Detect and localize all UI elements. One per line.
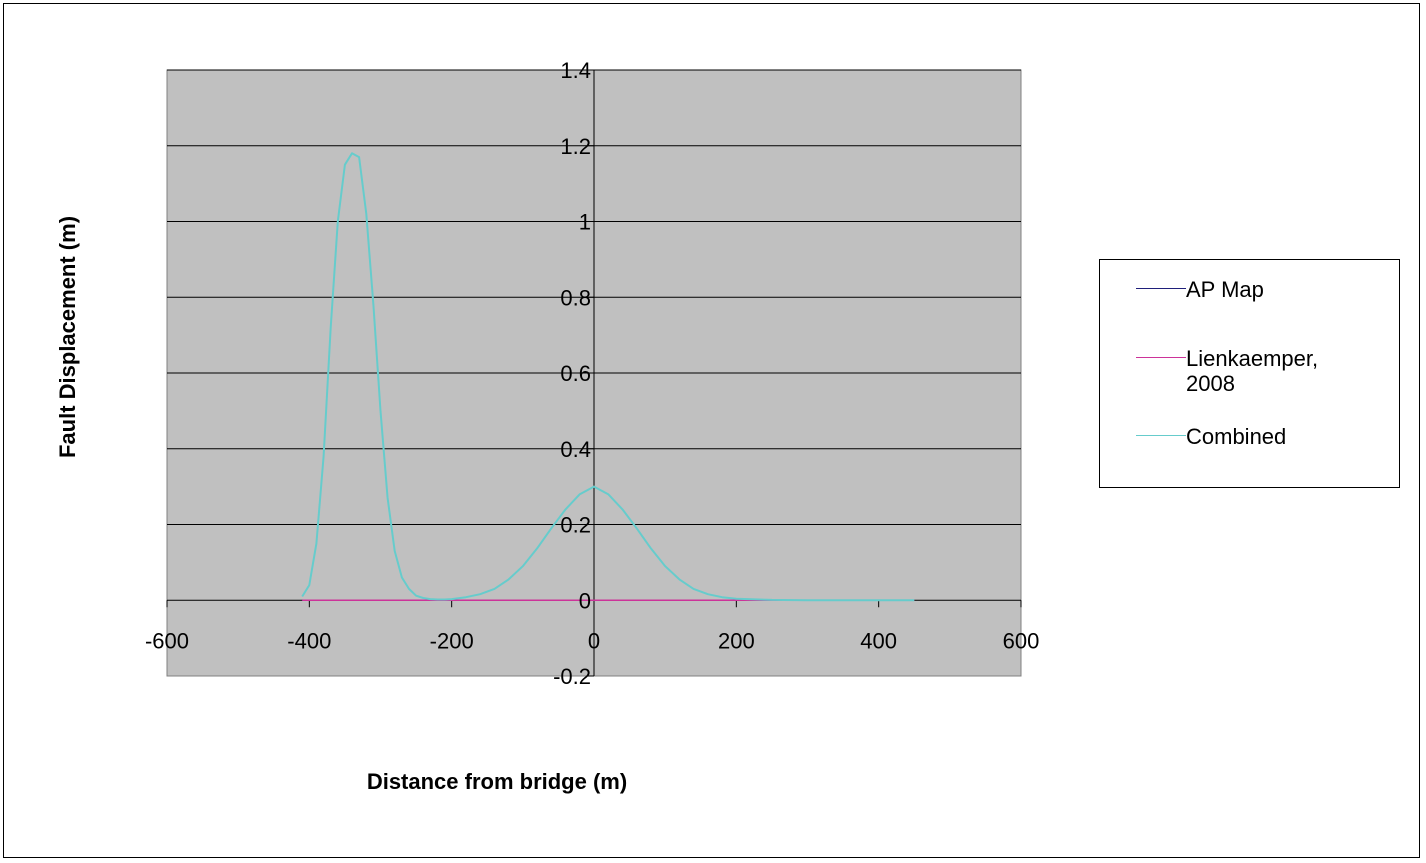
y-tick-label: 0.6 <box>560 361 591 386</box>
legend-swatch-ap-map <box>1136 288 1186 289</box>
y-tick-label: 1.4 <box>560 58 591 83</box>
x-tick-label: -200 <box>430 628 474 653</box>
legend-item-lienkaemper: Lienkaemper, 2008 <box>1136 346 1361 396</box>
x-tick-label: 200 <box>718 628 755 653</box>
legend-item-ap-map: AP Map <box>1136 277 1361 302</box>
x-tick-label: 600 <box>1003 628 1040 653</box>
x-tick-label: -400 <box>287 628 331 653</box>
y-tick-label: 0.4 <box>560 437 591 462</box>
x-tick-label: 0 <box>588 628 600 653</box>
y-tick-label: 0.2 <box>560 513 591 538</box>
y-axis-title: Fault Displacement (m) <box>55 215 80 459</box>
y-tick-label: 1 <box>579 210 591 235</box>
y-tick-label: 1.2 <box>560 134 591 159</box>
legend-item-combined: Combined <box>1136 424 1361 449</box>
tick-labels: -0.2 0 0.2 0.4 0.6 0.8 1 1.2 1.4 -600 -400 -200 0 200… <box>145 58 1039 689</box>
legend-label-combined: Combined <box>1186 424 1287 449</box>
legend-swatch-lienkaemper <box>1136 357 1186 358</box>
legend-swatch-combined <box>1136 435 1186 436</box>
y-tick-label: 0.8 <box>560 285 591 310</box>
x-tick-label: 400 <box>860 628 897 653</box>
x-axis-title: Distance from bridge (m) <box>366 769 628 794</box>
x-tick-label: -600 <box>145 628 189 653</box>
series-combined <box>301 152 915 602</box>
legend-label-lienkaemper: Lienkaemper, 2008 <box>1186 346 1319 396</box>
y-tick-label: 0 <box>579 588 591 613</box>
legend: AP Map Lienkaemper, 2008 Combined <box>1099 259 1400 488</box>
y-tick-label: -0.2 <box>553 664 591 689</box>
series-lines <box>301 152 915 602</box>
legend-label-ap-map: AP Map <box>1186 277 1264 302</box>
